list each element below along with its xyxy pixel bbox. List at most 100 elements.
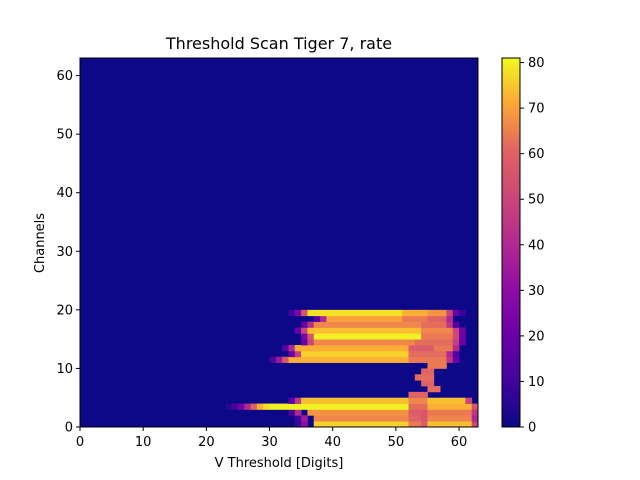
heatmap-cell: [421, 380, 435, 387]
heatmap-cell: [288, 350, 296, 358]
heatmap-cell: [301, 309, 308, 317]
heatmap-background: [80, 58, 478, 427]
y-tick-label: 40: [56, 186, 73, 201]
heatmap-cell: [452, 309, 460, 317]
x-tick-label: 50: [388, 435, 405, 450]
heatmap-cell: [301, 339, 308, 346]
heatmap-cell: [307, 333, 315, 340]
heatmap-cell: [307, 409, 409, 416]
heatmap-cell: [313, 315, 321, 322]
y-axis-label: Channels: [33, 213, 48, 273]
x-tick-label: 30: [261, 435, 278, 450]
heatmap-cell: [414, 374, 435, 381]
heatmap-cell: [421, 327, 454, 334]
heatmap-cell: [288, 397, 296, 404]
heatmap-cell: [452, 345, 460, 352]
heatmap-cell: [250, 403, 258, 410]
heatmap-cell: [427, 315, 447, 322]
heatmap-cell: [294, 415, 302, 422]
heatmap-cell: [288, 409, 296, 416]
heatmap-cell: [301, 350, 409, 358]
heatmap-cell: [446, 321, 454, 328]
heatmap-cell: [452, 321, 460, 328]
heatmap-cell: [408, 415, 422, 422]
chart-title: Threshold Scan Tiger 7, rate: [165, 34, 392, 53]
heatmap-cell: [421, 415, 428, 422]
heatmap-cell: [433, 345, 454, 352]
heatmap-cell: [313, 321, 422, 328]
heatmap-cell: [313, 421, 409, 428]
heatmap-cell: [408, 391, 428, 399]
y-tick-label: 10: [56, 362, 73, 377]
heatmap-cell: [294, 327, 302, 334]
heatmap-cell: [313, 339, 416, 346]
heatmap-cell: [301, 415, 308, 422]
colorbar-tick-label: 60: [528, 147, 545, 162]
heatmap-cell: [427, 409, 473, 416]
heatmap-cell: [294, 309, 302, 317]
x-tick-label: 10: [135, 435, 152, 450]
heatmap-cell: [421, 421, 428, 428]
heatmap-cell: [427, 403, 473, 410]
heatmap-cell: [269, 356, 277, 363]
heatmap-cell: [288, 345, 296, 352]
heatmap-cell: [294, 350, 302, 358]
heatmap-cell: [269, 403, 409, 410]
colorbar-tick-label: 70: [528, 102, 545, 117]
colorbar-tick-label: 50: [528, 193, 545, 208]
heatmap-cell: [307, 321, 315, 328]
heatmap-cell: [427, 421, 473, 428]
heatmap-cell: [452, 327, 460, 334]
heatmap-cell: [452, 333, 460, 340]
colorbar: 0 10 20 30 40 50 60 70 80: [501, 56, 545, 436]
heatmap-cell: [459, 333, 466, 340]
heatmap-cell: [244, 403, 251, 410]
heatmap-cell: [408, 409, 422, 416]
heatmap-cell: [301, 397, 409, 404]
colorbar-tick-label: 40: [528, 238, 545, 253]
heatmap-cell: [282, 345, 289, 352]
heatmap-cell: [288, 309, 296, 317]
colorbar-tick-label: 80: [528, 56, 545, 71]
heatmap-cell: [263, 403, 270, 410]
heatmap-cell: [421, 333, 454, 340]
heatmap-cell: [288, 356, 409, 363]
heatmap-cell: [446, 350, 454, 358]
heatmap-cell: [452, 356, 460, 363]
heatmap-cells: [225, 309, 479, 428]
x-axis: 0 10 20 30 40 50 60: [76, 427, 467, 450]
heatmap-cell: [294, 397, 302, 404]
y-tick-label: 0: [65, 421, 73, 436]
heatmap-cell: [402, 309, 428, 317]
y-tick-label: 60: [56, 69, 73, 84]
heatmap-cell: [307, 339, 315, 346]
heatmap-cell: [307, 327, 422, 334]
x-tick-label: 20: [198, 435, 215, 450]
x-tick-label: 40: [324, 435, 341, 450]
heatmap-cell: [446, 315, 454, 322]
heatmap-cell: [452, 350, 460, 358]
y-tick-label: 50: [56, 128, 73, 143]
heatmap-cell: [421, 321, 447, 328]
y-tick-label: 30: [56, 245, 73, 260]
heatmap-cell: [421, 409, 428, 416]
heatmap-cell: [408, 421, 422, 428]
colorbar-ticks: 0 10 20 30 40 50 60 70 80: [520, 56, 545, 436]
heatmap-cell: [408, 345, 435, 352]
heatmap-cell: [414, 339, 454, 346]
heatmap-cell: [294, 345, 409, 352]
heatmap-cell: [427, 415, 473, 422]
heatmap-cell: [301, 333, 308, 340]
heatmap-cell: [408, 350, 447, 358]
y-axis: 0 10 20 30 40 50 60: [56, 69, 80, 436]
heatmap-cell: [301, 421, 308, 428]
heatmap-cell: [459, 339, 466, 346]
heatmap-cell: [313, 333, 422, 340]
heatmap-cell: [471, 415, 479, 422]
colorbar-gradient: [501, 57, 521, 428]
heatmap-cell: [408, 403, 428, 410]
heatmap-cell: [320, 315, 327, 322]
x-axis-label: V Threshold [Digits]: [215, 456, 344, 471]
heatmap-plot-area: [79, 57, 479, 428]
colorbar-tick-label: 10: [528, 375, 545, 390]
